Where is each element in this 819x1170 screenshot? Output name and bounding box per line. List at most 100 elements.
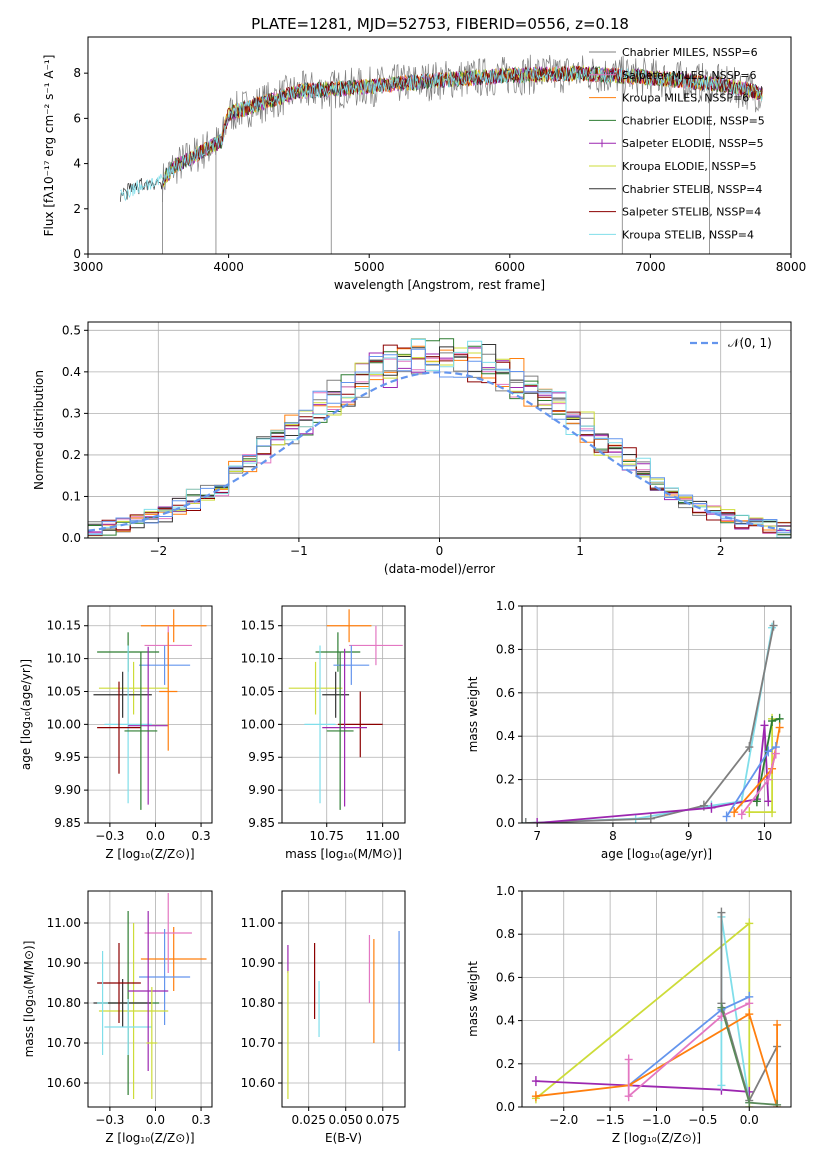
chart-massweight_vs_age: 7 8 9 10 0.0 0.2 0.4 0.6 0.8 1.0 age [log₁₀(age/yr… — [466, 599, 792, 861]
axes-frame — [87, 605, 213, 824]
y-tick-label: 10.10 — [47, 652, 81, 666]
plot-area — [522, 620, 784, 823]
axes-frame — [87, 321, 792, 539]
y-tick-label: 10.60 — [47, 1076, 81, 1090]
y-tick-label: 9.85 — [248, 816, 275, 830]
y-tick-label: 10.00 — [241, 717, 275, 731]
plot-area — [93, 893, 207, 1099]
y-axis-label: mass weight — [466, 676, 480, 752]
histogram-step — [88, 348, 791, 535]
legend-label: Salpeter STELIB, NSSP=4 — [622, 206, 761, 219]
y-tick-label: 0.8 — [496, 642, 515, 656]
plot-area — [288, 609, 403, 810]
y-tick-label: 1.0 — [496, 599, 515, 613]
y-tick-label: 9.95 — [248, 750, 275, 764]
x-tick-label: 8 — [609, 829, 617, 843]
y-tick-label: 0.0 — [62, 531, 81, 545]
x-tick-label: 0.0 — [146, 1113, 165, 1127]
legend-label: Chabrier MILES, NSSP=6 — [622, 46, 758, 59]
y-tick-label: 10.70 — [47, 1036, 81, 1050]
mass-weight-line — [720, 912, 778, 1103]
x-tick-label: 6000 — [495, 260, 526, 274]
x-tick-label: 9 — [685, 829, 693, 843]
chart-age_vs_mass: 10.75 11.00 9.85 9.90 9.95 10.00 10.05 10.10 10.… — [241, 605, 406, 861]
legend-label: 𝒩(0, 1) — [728, 336, 772, 350]
x-tick-label: −2.0 — [549, 1113, 578, 1127]
chart-title: PLATE=1281, MJD=52753, FIBERID=0556, z=0… — [251, 15, 629, 33]
x-tick-label: 0.3 — [192, 1113, 211, 1127]
y-tick-label: 10.60 — [241, 1076, 275, 1090]
x-axis-label: mass [log₁₀(M/M⊙)] — [285, 847, 402, 861]
mass-weight-line — [627, 1002, 750, 1099]
y-axis-label: mass weight — [466, 961, 480, 1037]
y-tick-label: 10.05 — [241, 684, 275, 698]
spectrum-line — [120, 66, 763, 202]
y-axis-label: Flux [fλ10⁻¹⁷ erg cm⁻² s⁻¹ A⁻¹] — [42, 55, 56, 237]
mass-weight-line — [525, 627, 773, 823]
chart-spectrum: 3000 4000 5000 6000 7000 8000 0 2 4 6 8 wavelength … — [42, 15, 806, 292]
legend-label: Salpeter MILES, NSSP=6 — [622, 69, 756, 82]
y-tick-label: 9.95 — [54, 750, 81, 764]
x-axis-label: wavelength [Angstrom, rest frame] — [334, 278, 545, 292]
x-tick-label: 8000 — [776, 260, 807, 274]
y-tick-label: 0.5 — [62, 323, 81, 337]
chart-residuals: −2 −1 0 1 2 0.0 0.1 0.2 0.3 0.4 0.5 (data-model)/er… — [32, 321, 792, 576]
x-tick-label: 0.0 — [146, 829, 165, 843]
y-tick-label: 9.90 — [54, 783, 81, 797]
y-tick-label: 0.2 — [62, 448, 81, 462]
y-tick-label: 0.6 — [496, 970, 515, 984]
mass-weight-line — [535, 921, 751, 1107]
plot-area — [119, 54, 763, 254]
axes-frame — [521, 890, 792, 1108]
axes-frame — [281, 890, 406, 1108]
x-tick-label: 7000 — [635, 260, 666, 274]
y-tick-label: 0.4 — [496, 1014, 515, 1028]
x-axis-label: Z [log₁₀(Z/Z⊙)] — [612, 1131, 701, 1145]
x-tick-label: 5000 — [354, 260, 385, 274]
plot-area — [531, 907, 782, 1107]
y-tick-label: 0.6 — [496, 686, 515, 700]
x-tick-label: 0 — [436, 544, 444, 558]
y-tick-label: 0.2 — [496, 1057, 515, 1071]
y-tick-label: 10.00 — [47, 717, 81, 731]
x-tick-label: −1 — [290, 544, 308, 558]
y-tick-label: 4 — [73, 157, 81, 171]
x-tick-label: 0.025 — [291, 1113, 325, 1127]
y-tick-label: 11.00 — [47, 916, 81, 930]
axes-frame — [521, 605, 792, 824]
x-tick-label: 0.050 — [329, 1113, 363, 1127]
axes-frame — [87, 890, 213, 1108]
x-tick-label: 10 — [757, 829, 772, 843]
y-tick-label: 2 — [73, 202, 81, 216]
x-tick-label: −2 — [149, 544, 167, 558]
x-tick-label: 1 — [576, 544, 584, 558]
y-tick-label: 10.80 — [47, 996, 81, 1010]
chart-age_vs_Z: −0.3 0.0 0.3 9.85 9.90 9.95 10.00 10.05 10.10 10.… — [19, 605, 213, 861]
legend-label: Salpeter ELODIE, NSSP=5 — [622, 137, 764, 150]
y-tick-label: 0.0 — [496, 816, 515, 830]
legend-label: Chabrier STELIB, NSSP=4 — [622, 183, 762, 196]
y-tick-label: 10.90 — [241, 956, 275, 970]
x-axis-label: Z [log₁₀(Z/Z⊙)] — [105, 847, 194, 861]
y-tick-label: 9.90 — [248, 783, 275, 797]
y-axis-label: age [log₁₀(age/yr)] — [19, 659, 33, 770]
chart-mass_vs_ebv: 0.025 0.050 0.075 10.60 10.70 10.80 10.90 11.00… — [241, 890, 406, 1145]
x-tick-label: 11.00 — [365, 829, 399, 843]
y-tick-label: 10.70 — [241, 1036, 275, 1050]
y-tick-label: 11.00 — [241, 916, 275, 930]
y-tick-label: 10.15 — [241, 619, 275, 633]
chart-mass_vs_Z: −0.3 0.0 0.3 10.60 10.70 10.80 10.90 11.00 Z [lo… — [22, 890, 213, 1145]
chart-massweight_vs_Z: −2.0 −1.5 −1.0 −0.5 0.0 0.0 0.2 0.4 0.6 0.8 1.0 Z [… — [466, 884, 792, 1145]
x-tick-label: 0.3 — [192, 829, 211, 843]
x-tick-label: 0.075 — [366, 1113, 400, 1127]
y-tick-label: 10.15 — [47, 619, 81, 633]
y-tick-label: 10.80 — [241, 996, 275, 1010]
y-tick-label: 0.4 — [62, 365, 81, 379]
legend-label: Chabrier ELODIE, NSSP=5 — [622, 114, 765, 127]
x-tick-label: −1.5 — [596, 1113, 625, 1127]
x-tick-label: 2 — [717, 544, 725, 558]
y-tick-label: 10.90 — [47, 956, 81, 970]
x-axis-label: E(B-V) — [325, 1131, 362, 1145]
x-axis-label: (data-model)/error — [384, 562, 495, 576]
